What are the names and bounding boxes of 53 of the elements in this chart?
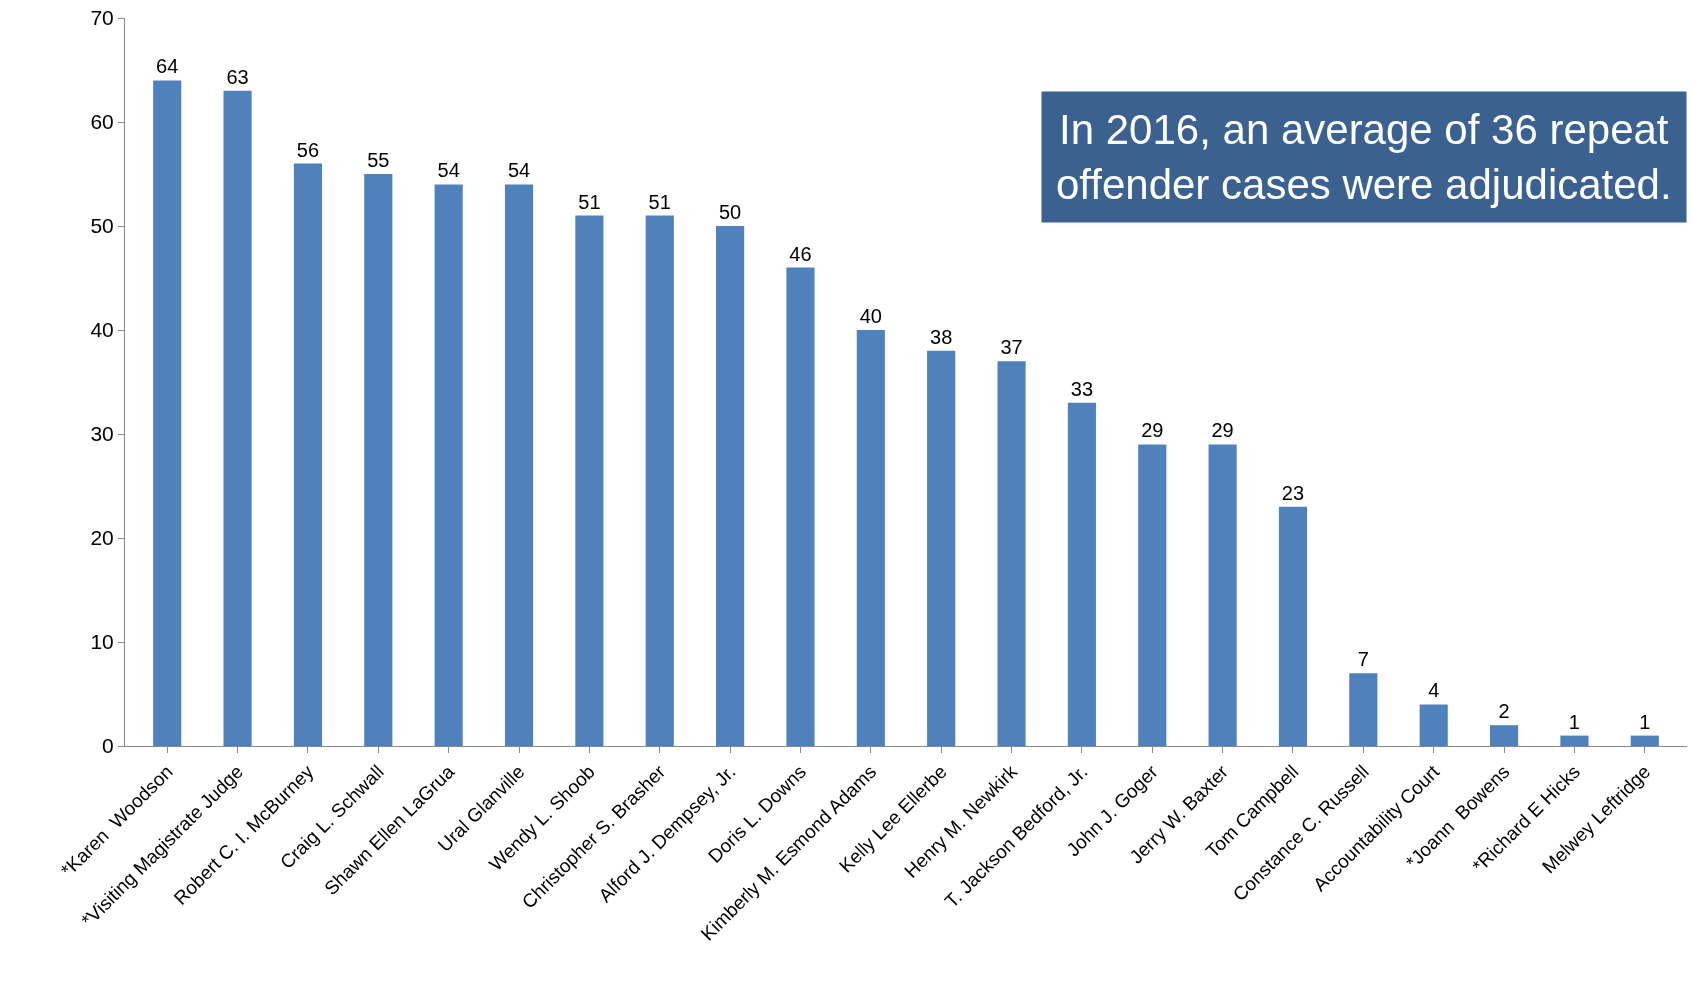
data-label: 55 [367, 149, 390, 171]
bar [1419, 704, 1448, 746]
bar [716, 226, 745, 746]
bar [1349, 673, 1378, 746]
bar [504, 184, 534, 746]
bar [364, 174, 393, 746]
bar [1278, 506, 1308, 746]
bar [434, 184, 463, 746]
bar [1489, 725, 1519, 746]
data-label: 29 [1211, 419, 1234, 442]
bar [293, 163, 323, 746]
bar [1630, 735, 1659, 746]
data-label: 51 [578, 190, 601, 213]
data-label: 40 [859, 305, 882, 327]
bar [927, 350, 956, 746]
bar [786, 267, 815, 746]
y-tick-label: 50 [90, 214, 114, 238]
bar [1208, 444, 1237, 746]
data-label: 54 [507, 159, 531, 182]
y-tick-label: 40 [90, 318, 114, 342]
data-label: 4 [1428, 679, 1440, 702]
bar [223, 90, 252, 746]
data-label: 63 [226, 65, 249, 88]
data-label: 46 [789, 242, 812, 265]
data-label: 23 [1281, 481, 1305, 504]
bar [153, 80, 182, 746]
data-label: 50 [718, 201, 742, 223]
bar [856, 330, 885, 746]
y-tick-label: 0 [102, 734, 114, 758]
data-label: 33 [1070, 377, 1094, 400]
y-tick-label: 70 [90, 6, 114, 30]
data-label: 56 [296, 138, 320, 161]
data-label: 2 [1498, 700, 1510, 723]
y-tick-label: 60 [90, 110, 114, 134]
y-tick-label: 30 [90, 422, 114, 446]
bar [645, 215, 674, 746]
bar [1560, 735, 1589, 746]
y-tick-label: 20 [90, 526, 114, 550]
data-label: 51 [648, 190, 671, 213]
data-label: 29 [1141, 419, 1164, 442]
data-label: 54 [437, 159, 460, 182]
bar [997, 361, 1026, 746]
data-label: 1 [1639, 710, 1651, 733]
data-label: 1 [1568, 710, 1580, 733]
bar [1138, 444, 1167, 746]
data-label: 38 [930, 325, 953, 348]
bar [1067, 402, 1096, 746]
data-label: 37 [1000, 336, 1023, 359]
y-tick-label: 10 [90, 630, 114, 654]
data-label: 64 [156, 55, 179, 78]
data-label: 7 [1357, 648, 1369, 671]
annotation: In 2016, an average of 36 repeat offender cases were adjudicated. [1056, 106, 1672, 208]
bar [575, 215, 604, 746]
